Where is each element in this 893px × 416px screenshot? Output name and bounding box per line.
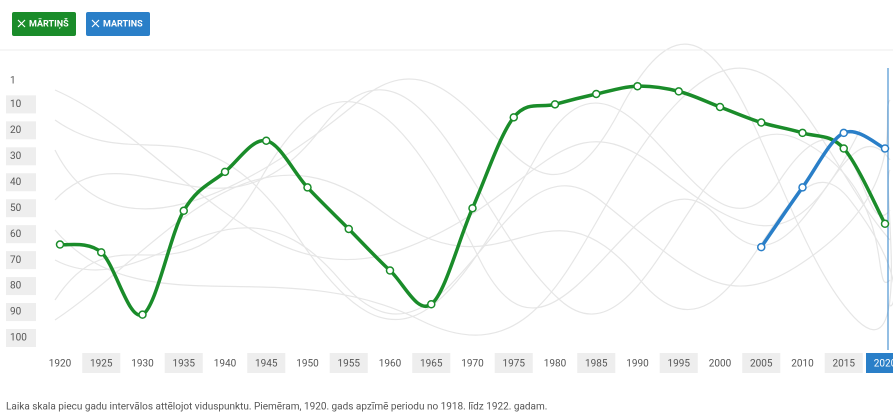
y-tick-label: 50 <box>10 203 22 214</box>
y-tick-label: 60 <box>10 229 22 240</box>
data-point <box>262 136 271 145</box>
data-point <box>633 81 642 91</box>
data-point <box>138 310 147 319</box>
data-point <box>344 224 353 234</box>
data-point <box>55 240 65 249</box>
y-tick-box <box>6 121 36 140</box>
x-tick-box <box>742 353 781 373</box>
data-point <box>592 89 601 99</box>
data-point <box>220 167 230 177</box>
y-tick-label: 10 <box>10 99 22 110</box>
chip-bg <box>86 12 150 36</box>
chip-close-icon <box>91 19 100 28</box>
x-tick-label: 1965 <box>420 359 443 370</box>
chip-bg <box>12 12 76 36</box>
y-tick-box <box>6 199 36 218</box>
x-tick-label: 2010 <box>791 359 814 370</box>
data-point <box>798 183 807 192</box>
x-tick-label: 1975 <box>503 359 526 370</box>
background-lines <box>54 43 893 336</box>
x-tick-label: 1920 <box>49 359 72 370</box>
x-tick-label: 1990 <box>626 359 649 370</box>
data-point <box>757 242 766 252</box>
data-point <box>880 144 890 153</box>
x-tick-box <box>412 353 451 373</box>
y-tick-box <box>6 173 36 192</box>
x-tick-label: 1945 <box>255 359 278 370</box>
x-tick-label: 1940 <box>214 359 237 370</box>
data-point <box>385 266 395 275</box>
data-point <box>468 203 477 213</box>
x-tick-box <box>866 353 893 373</box>
x-tick-label: 1970 <box>461 359 484 370</box>
legend-chip[interactable]: MARTINS <box>86 12 150 36</box>
data-point <box>303 183 312 192</box>
data-point <box>509 113 518 122</box>
x-tick-box <box>659 353 698 373</box>
y-tick-label: 30 <box>10 151 22 162</box>
x-tick-box <box>824 353 863 373</box>
x-tick-label: 2020 <box>874 359 893 370</box>
y-tick-box <box>6 303 36 322</box>
chip-close-icon <box>17 19 26 28</box>
x-tick-label: 1995 <box>668 359 691 370</box>
x-tick-box <box>494 353 533 373</box>
y-tick-box <box>6 329 36 347</box>
y-tick-label: 100 <box>10 333 27 344</box>
data-point <box>880 219 890 229</box>
y-tick-label: 20 <box>10 125 22 136</box>
x-tick-label: 1950 <box>296 359 319 370</box>
x-tick-box <box>577 353 616 373</box>
x-tick-label: 1930 <box>131 359 154 370</box>
y-tick-box <box>6 225 36 244</box>
x-tick-box <box>82 353 121 373</box>
y-tick-label: 1 <box>10 76 16 87</box>
data-point <box>798 128 807 138</box>
x-tick-label: 2000 <box>709 359 732 370</box>
y-tick-box <box>6 95 36 114</box>
x-tick-label: 1960 <box>379 359 402 370</box>
y-tick-label: 70 <box>10 255 22 266</box>
y-tick-label: 80 <box>10 281 22 292</box>
x-tick-box <box>164 353 203 373</box>
y-tick-box <box>6 251 36 270</box>
x-tick-label: 2015 <box>833 359 856 370</box>
x-tick-label: 1935 <box>173 359 196 370</box>
legend-label: MĀRTIŅŠ <box>29 17 69 29</box>
x-tick-label: 1925 <box>90 359 113 370</box>
x-tick-box <box>247 353 286 373</box>
x-tick-label: 1955 <box>338 359 361 370</box>
data-point <box>757 118 766 127</box>
data-point <box>674 87 683 96</box>
series-line <box>759 129 886 249</box>
x-tick-label: 1985 <box>585 359 608 370</box>
x-tick-label: 2005 <box>750 359 773 370</box>
y-tick-box <box>6 277 36 296</box>
x-tick-label: 1980 <box>544 359 567 370</box>
data-point <box>550 100 560 109</box>
x-tick-box <box>329 353 368 373</box>
data-point <box>97 248 106 257</box>
data-point <box>179 206 188 216</box>
y-tick-box <box>6 147 36 166</box>
footnote: Laika skala piecu gadu intervālos attēlo… <box>6 402 547 413</box>
y-tick-label: 40 <box>10 177 22 188</box>
data-point <box>427 300 436 309</box>
legend-chip[interactable]: MĀRTIŅŠ <box>12 12 76 36</box>
legend-label: MARTINS <box>103 19 143 29</box>
data-point <box>839 128 848 138</box>
y-tick-label: 90 <box>10 307 22 318</box>
data-point <box>839 144 848 153</box>
data-point <box>715 102 725 112</box>
